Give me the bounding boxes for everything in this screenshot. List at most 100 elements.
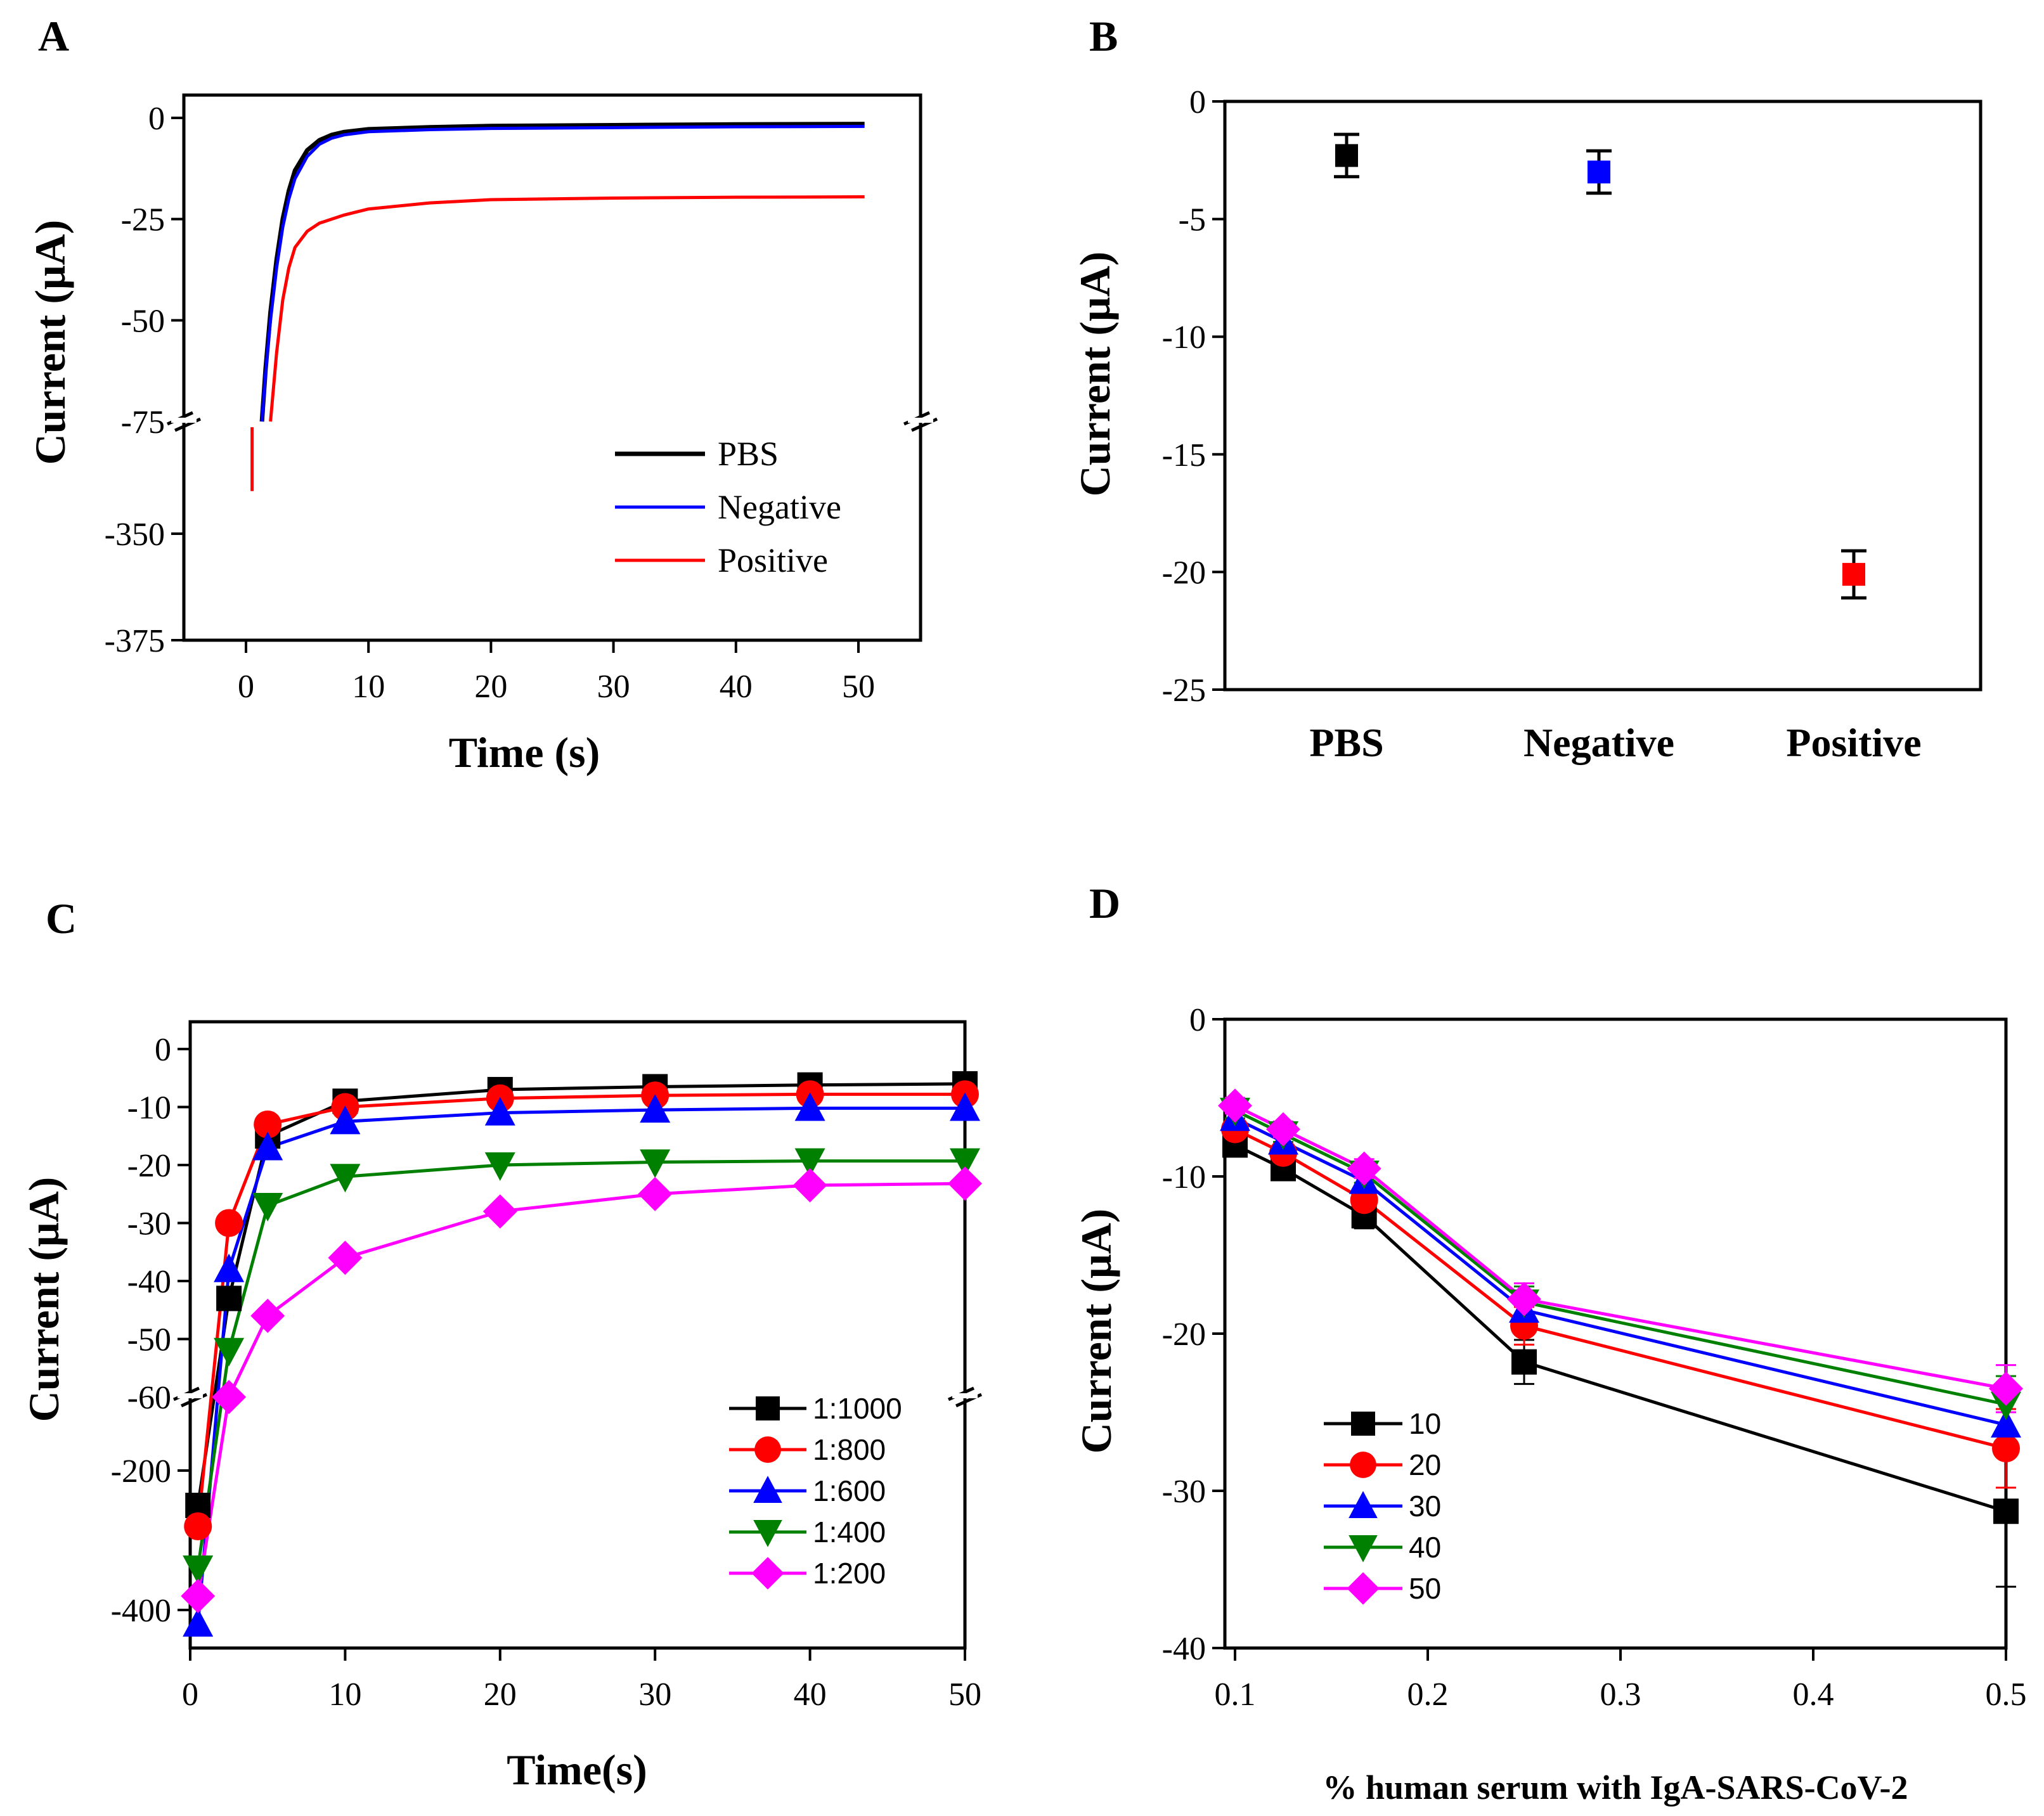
c-point bbox=[482, 1194, 517, 1229]
d-legend-label: 50 bbox=[1409, 1572, 1441, 1605]
c-point bbox=[216, 1285, 242, 1311]
panel-b: 0 -5 -10 -15 -20 -25 PBS Negative Positive Curr… bbox=[1071, 84, 1983, 765]
c-ytick-label: 0 bbox=[155, 1032, 171, 1068]
c-point bbox=[183, 1555, 214, 1584]
a-axis-break-left-gap bbox=[171, 418, 197, 423]
d-point bbox=[1266, 1112, 1300, 1147]
c-point bbox=[252, 1193, 283, 1222]
a-ytick-label: -50 bbox=[121, 303, 165, 339]
d-point bbox=[1507, 1282, 1541, 1317]
d-ytick-label: -20 bbox=[1162, 1317, 1206, 1353]
a-ytick-label: -350 bbox=[105, 517, 165, 553]
d-point bbox=[1218, 1088, 1252, 1123]
d-xtick-label: 0.1 bbox=[1215, 1677, 1256, 1713]
d-point bbox=[1991, 1391, 2021, 1420]
a-ytick-label: -75 bbox=[121, 404, 165, 441]
b-ytick-label: 0 bbox=[1189, 84, 1206, 120]
c-point bbox=[183, 1608, 214, 1637]
b-ytick-label: -10 bbox=[1162, 319, 1206, 356]
c-point bbox=[212, 1380, 247, 1414]
d-point bbox=[1991, 1408, 2021, 1438]
d-xtick-label: 0.3 bbox=[1600, 1677, 1641, 1713]
c-point bbox=[254, 1110, 282, 1138]
c-ytick-label: -60 bbox=[127, 1380, 171, 1416]
d-series-line bbox=[1234, 1128, 2007, 1450]
a-xtick-label: 20 bbox=[474, 669, 507, 705]
b-point-pbs bbox=[1335, 144, 1358, 167]
c-legend-marker bbox=[751, 1557, 784, 1590]
c-axis-break-right-gap bbox=[952, 1393, 978, 1398]
panel-b-frame bbox=[1223, 100, 1983, 692]
panel-a-legend: PBS Negative Positive bbox=[615, 435, 841, 579]
c-legend-label: 1:1000 bbox=[813, 1392, 902, 1425]
c-point bbox=[484, 1152, 515, 1181]
c-point bbox=[330, 1105, 361, 1135]
d-legend-marker bbox=[1349, 1535, 1378, 1562]
c-legend-marker bbox=[753, 1476, 782, 1503]
d-legend-marker bbox=[1351, 1412, 1375, 1436]
c-legend-label: 1:800 bbox=[813, 1433, 886, 1466]
d-series-line bbox=[1234, 1109, 2007, 1407]
panel-c-frame bbox=[188, 1020, 967, 1650]
a-ytick-label: -375 bbox=[105, 623, 165, 659]
d-point bbox=[1511, 1349, 1537, 1375]
d-ytick-label: -10 bbox=[1162, 1159, 1206, 1195]
c-point bbox=[184, 1512, 212, 1540]
c-point bbox=[214, 1253, 245, 1282]
c-xtick-label: 10 bbox=[328, 1677, 361, 1713]
c-xtick-label: 30 bbox=[638, 1677, 671, 1713]
b-ytick-label: -25 bbox=[1162, 673, 1206, 709]
panel-c: 0 10 20 30 40 50 0 -10 -20 -30 -40 -50 -60 -200 -400 1… bbox=[20, 1020, 983, 1794]
a-legend-label: Negative bbox=[718, 488, 841, 526]
b-ytick-label: -5 bbox=[1179, 202, 1206, 238]
c-point bbox=[484, 1097, 515, 1126]
c-xtick-label: 0 bbox=[182, 1677, 198, 1713]
d-ytick-label: -30 bbox=[1162, 1474, 1206, 1510]
a-ytick-label: 0 bbox=[148, 101, 165, 137]
c-point bbox=[638, 1176, 673, 1211]
panel-b-ylabel: Current (μA) bbox=[1071, 252, 1119, 497]
panel-c-ylabel: Current (μA) bbox=[20, 1177, 68, 1422]
a-legend-label: Positive bbox=[718, 541, 828, 579]
c-ytick-label: -30 bbox=[127, 1206, 171, 1242]
c-xtick-label: 20 bbox=[484, 1677, 517, 1713]
panel-a-xlabel: Time (s) bbox=[449, 728, 600, 776]
c-legend-label: 1:400 bbox=[813, 1516, 886, 1549]
c-legend-marker bbox=[753, 1520, 782, 1547]
c-series-line bbox=[196, 1092, 965, 1527]
c-legend-marker bbox=[754, 1436, 781, 1463]
c-legend-label: 1:600 bbox=[813, 1474, 886, 1507]
d-ytick-label: -40 bbox=[1162, 1631, 1206, 1667]
c-legend-label: 1:200 bbox=[813, 1557, 886, 1590]
c-point bbox=[950, 1148, 980, 1177]
panel-letter-a: A bbox=[38, 12, 69, 60]
panel-d: 0.1 0.2 0.3 0.4 0.50-10-20-30-40 1020304050 … bbox=[1072, 1002, 2027, 1806]
panel-d-xlabel: % human serum with IgA-SARS-CoV-2 bbox=[1323, 1768, 1908, 1806]
c-point bbox=[950, 1092, 980, 1121]
c-point bbox=[640, 1094, 671, 1123]
d-series-line bbox=[1234, 1104, 2007, 1391]
panel-d-frame bbox=[1223, 1017, 2008, 1650]
c-legend-marker bbox=[756, 1396, 780, 1420]
c-point bbox=[214, 1337, 245, 1367]
a-series-pbs bbox=[259, 122, 865, 422]
c-series-line bbox=[196, 1106, 965, 1625]
panel-d-legend: 10 20 30 40 50 bbox=[1324, 1407, 1441, 1605]
c-ytick-label: -40 bbox=[127, 1264, 171, 1300]
c-series-line bbox=[196, 1182, 966, 1597]
d-legend-label: 20 bbox=[1409, 1448, 1441, 1481]
c-point bbox=[794, 1148, 825, 1177]
b-category-label: PBS bbox=[1309, 720, 1383, 765]
b-category-label: Positive bbox=[1786, 720, 1921, 765]
b-point-negative bbox=[1588, 160, 1610, 184]
a-axis-break-right-gap bbox=[908, 418, 933, 423]
panel-letter-c: C bbox=[46, 894, 77, 943]
c-point bbox=[328, 1240, 363, 1275]
d-point bbox=[1993, 1498, 2019, 1524]
a-series-negative bbox=[260, 124, 865, 422]
c-point bbox=[640, 1149, 671, 1178]
d-legend-marker bbox=[1347, 1572, 1380, 1605]
c-point bbox=[252, 1131, 283, 1161]
c-point bbox=[792, 1168, 827, 1203]
